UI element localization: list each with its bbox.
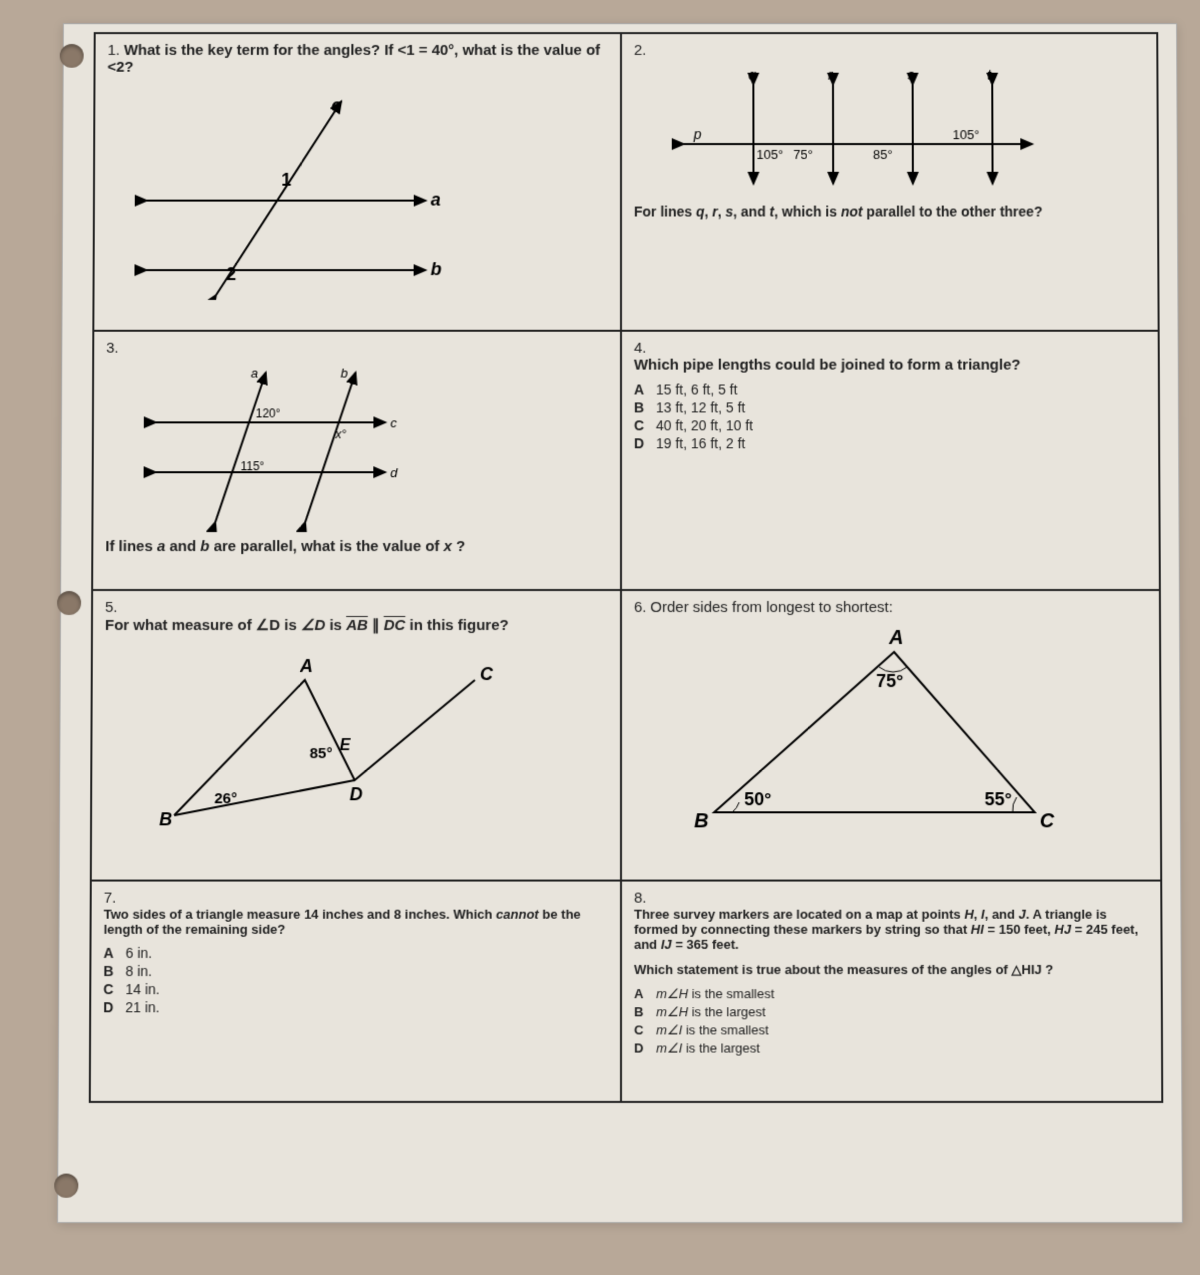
q4-text: Which pipe lengths could be joined to fo… xyxy=(634,357,1146,374)
q3-text: If lines a and b are parallel, what is t… xyxy=(105,538,608,555)
q8-text1: Three survey markers are located on a ma… xyxy=(634,907,1149,952)
svg-text:B: B xyxy=(159,809,172,829)
svg-text:a: a xyxy=(251,366,258,381)
svg-text:t: t xyxy=(987,67,992,83)
q1-num: 1. xyxy=(108,42,121,59)
svg-text:b: b xyxy=(431,259,442,279)
svg-text:b: b xyxy=(341,366,348,381)
q5-num: 5. xyxy=(105,599,608,616)
q4-num: 4. xyxy=(634,340,1146,357)
svg-text:c: c xyxy=(331,95,341,115)
svg-text:105°: 105° xyxy=(756,147,783,162)
svg-text:d: d xyxy=(390,465,398,480)
q7-text: Two sides of a triangle measure 14 inche… xyxy=(104,907,608,937)
svg-text:r: r xyxy=(828,67,834,83)
cell-q7: 7. Two sides of a triangle measure 14 in… xyxy=(90,881,621,1102)
svg-text:A: A xyxy=(888,627,904,649)
q2-num: 2. xyxy=(634,42,1145,59)
q8-num: 8. xyxy=(634,890,1148,907)
q3-num: 3. xyxy=(106,340,608,357)
q4-options: A15 ft, 6 ft, 5 ft B13 ft, 12 ft, 5 ft C… xyxy=(634,382,1146,452)
svg-text:1: 1 xyxy=(281,170,291,190)
q6-figure: A B C 75° 50° 55° xyxy=(634,622,1148,842)
svg-text:A: A xyxy=(299,656,313,676)
svg-text:x°: x° xyxy=(334,427,346,441)
svg-text:26°: 26° xyxy=(214,790,237,807)
worksheet-page: 1. What is the key term for the angles? … xyxy=(57,23,1183,1223)
q8-text2: Which statement is true about the measur… xyxy=(634,962,1149,978)
cell-q1: 1. What is the key term for the angles? … xyxy=(93,33,621,331)
svg-text:c: c xyxy=(390,415,397,430)
q1-figure: 1 2 a b c xyxy=(106,82,608,300)
q6-text: Order sides from longest to shortest: xyxy=(650,599,893,616)
svg-text:B: B xyxy=(694,810,708,832)
q5-text: For what measure of ∠D is ∠D is AB ∥ DC … xyxy=(105,616,608,634)
svg-text:85°: 85° xyxy=(873,147,893,162)
svg-text:C: C xyxy=(1040,810,1055,832)
svg-text:2: 2 xyxy=(226,264,236,284)
svg-text:75°: 75° xyxy=(793,147,813,162)
q7-options: A6 in. B8 in. C14 in. D21 in. xyxy=(103,945,608,1015)
q8-options: Am∠H is the smallest Bm∠H is the largest… xyxy=(634,986,1149,1056)
cell-q4: 4. Which pipe lengths could be joined to… xyxy=(621,331,1160,590)
svg-text:50°: 50° xyxy=(744,789,771,809)
svg-text:120°: 120° xyxy=(256,406,281,420)
punch-hole xyxy=(60,44,84,68)
q3-figure: a b c d 120° 115° x° xyxy=(105,363,608,532)
q2-text: For lines q, r, s, and t, which is not p… xyxy=(634,204,1145,220)
svg-text:75°: 75° xyxy=(876,671,903,691)
svg-text:C: C xyxy=(480,664,494,684)
punch-hole xyxy=(54,1174,78,1198)
svg-text:D: D xyxy=(350,784,363,804)
svg-text:a: a xyxy=(431,190,441,210)
svg-text:p: p xyxy=(693,126,702,142)
q7-num: 7. xyxy=(104,890,608,907)
svg-text:q: q xyxy=(748,67,756,83)
svg-text:s: s xyxy=(908,67,915,83)
cell-q6: 6. Order sides from longest to shortest:… xyxy=(621,590,1161,881)
svg-text:85°: 85° xyxy=(310,745,333,762)
svg-text:55°: 55° xyxy=(984,789,1011,809)
cell-q5: 5. For what measure of ∠D is ∠D is AB ∥ … xyxy=(91,590,621,881)
cell-q3: 3. a b c d 120° 115° x° xyxy=(92,331,621,590)
cell-q2: 2. p q r s t 105° xyxy=(621,33,1159,331)
q1-text: What is the key term for the angles? If … xyxy=(107,42,600,76)
svg-text:E: E xyxy=(340,737,352,754)
q6-num: 6. xyxy=(634,599,647,616)
svg-text:115°: 115° xyxy=(240,459,264,473)
svg-text:105°: 105° xyxy=(953,127,980,142)
q5-figure: A B C D E 85° 26° xyxy=(104,640,608,840)
q2-figure: p q r s t 105° 75° 85° 105° xyxy=(634,65,1145,194)
cell-q8: 8. Three survey markers are located on a… xyxy=(621,881,1162,1102)
punch-hole xyxy=(57,591,81,615)
question-grid: 1. What is the key term for the angles? … xyxy=(89,32,1164,1103)
